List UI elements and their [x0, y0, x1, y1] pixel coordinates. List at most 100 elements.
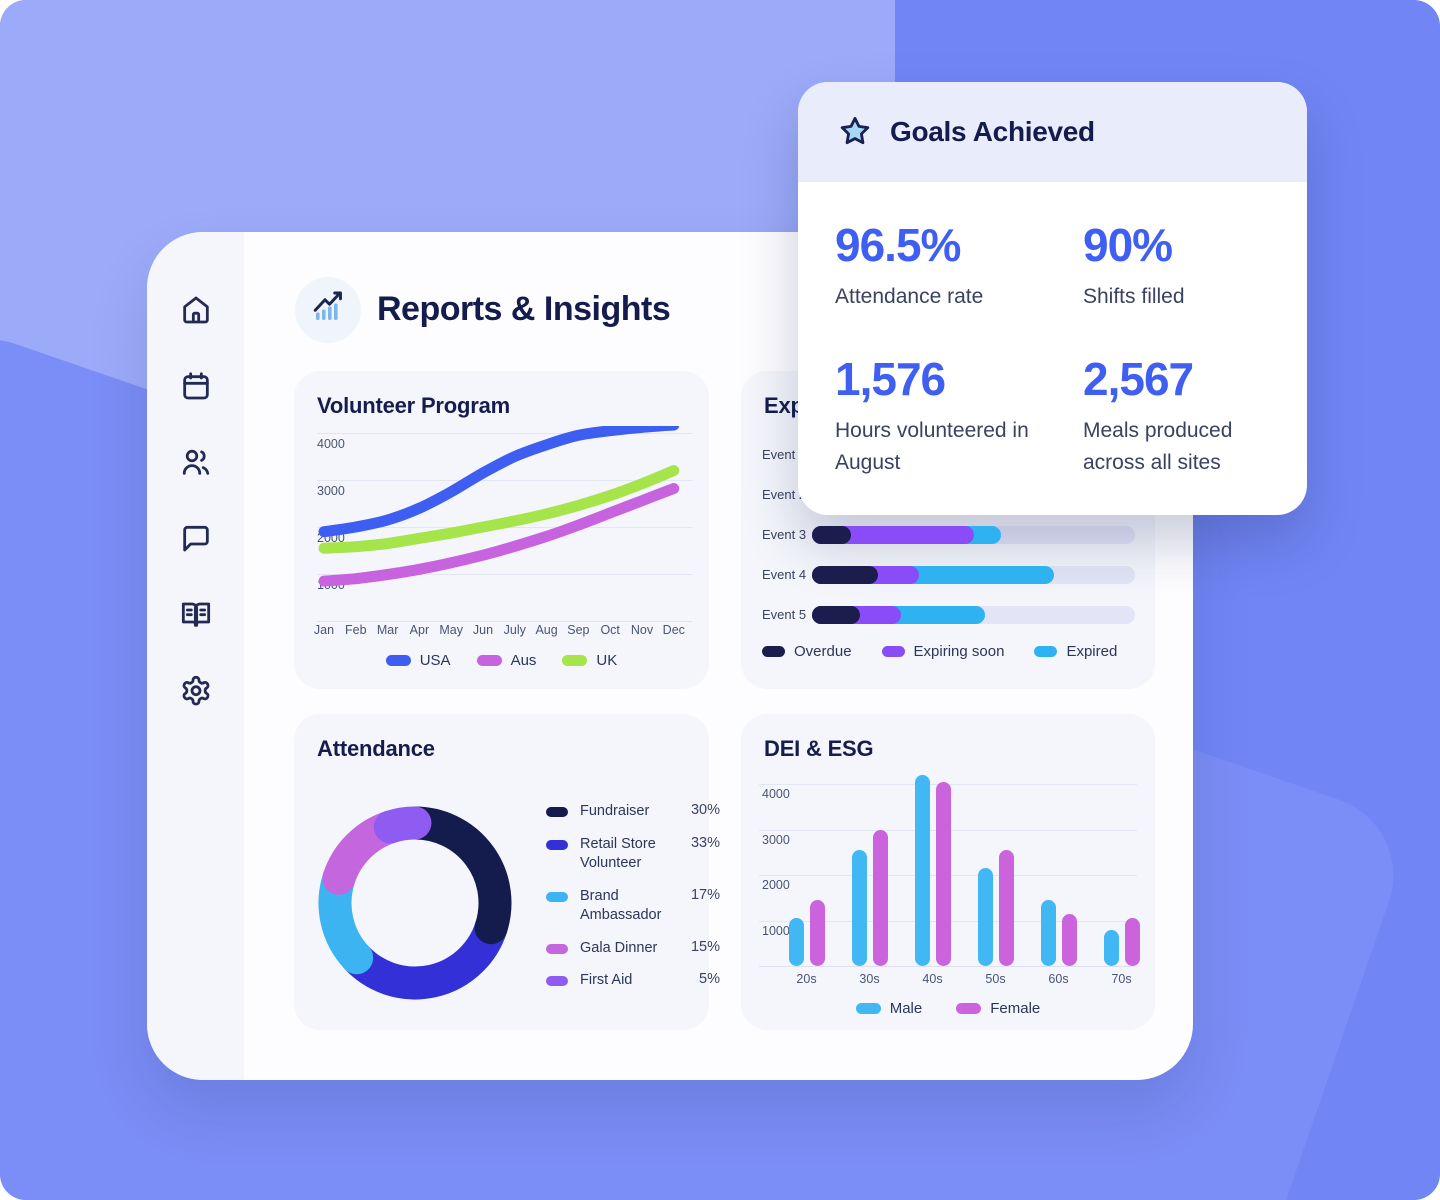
attendance-donut-chart: [318, 806, 512, 1000]
donut-slice-retail-store-volunteer: [340, 911, 508, 1000]
legend-label: Aus: [510, 652, 537, 669]
x-tick-label: 70s: [1111, 972, 1132, 986]
home-icon: [180, 296, 212, 330]
x-tick-label: 20s: [796, 972, 817, 986]
sidebar-item-messages[interactable]: [180, 522, 212, 554]
attendance-title: Attendance: [317, 736, 435, 761]
legend-label: Male: [889, 1000, 923, 1017]
expirations-legend: Overdue Expiring soon Expired: [762, 643, 1117, 660]
bar-male-60s: [1040, 900, 1056, 966]
legend-label: USA: [419, 652, 451, 669]
volunteer-program-card: Volunteer Program 4000 3000 2000 1000 Jan Fe…: [294, 371, 709, 689]
bar-female-30s: [872, 829, 888, 966]
sidebar-item-calendar[interactable]: [180, 370, 212, 402]
legend-item: Expired: [1034, 643, 1117, 660]
dei-esg-card: DEI & ESG 4000 3000 2000 1000 20s 30s 40s 50s 60…: [741, 714, 1155, 1030]
stat-meals-produced: 2,567 Meals produced across all sites: [1083, 352, 1308, 478]
legend-swatch: [546, 891, 568, 902]
event-label: Event 4: [762, 567, 807, 582]
stat-label: Shifts filled: [1083, 285, 1185, 308]
sidebar-item-library[interactable]: [180, 598, 212, 630]
book-icon: [180, 602, 212, 634]
legend-label: Overdue: [794, 643, 852, 660]
legend-percent: 17%: [690, 886, 720, 903]
bar-female-70s: [1124, 918, 1140, 966]
legend-swatch: [562, 655, 588, 666]
legend-item: Aus: [476, 652, 537, 669]
x-tick-label: Aug: [535, 623, 558, 637]
y-tick-label: 3000: [317, 484, 345, 498]
bar-track: [812, 526, 1135, 544]
legend-label: Female: [990, 1000, 1041, 1017]
legend-percent: 15%: [690, 938, 720, 955]
legend-label: UK: [596, 652, 618, 669]
gridline: [317, 480, 692, 481]
gridline: [317, 574, 692, 575]
legend-swatch: [546, 807, 568, 817]
stat-label: Meals produced across all sites: [1083, 419, 1233, 474]
legend-item: Male: [855, 1000, 923, 1017]
bar-female-50s: [998, 849, 1014, 966]
x-axis-line: [317, 621, 692, 622]
legend-swatch: [546, 943, 568, 954]
expirations-title: Exp: [764, 393, 804, 418]
volunteer-program-legend: USA Aus UK: [294, 652, 709, 669]
bar-segment-overdue: [812, 606, 861, 624]
sidebar-item-volunteers[interactable]: [180, 446, 212, 478]
legend-swatch: [881, 646, 905, 657]
x-tick-label: Jun: [472, 623, 494, 637]
line-series-Aus: [318, 483, 680, 587]
event-label: Event 2: [762, 487, 807, 502]
stat-attendance-rate: 96.5% Attendance rate: [835, 218, 1060, 313]
settings-icon: [180, 675, 212, 710]
y-tick-label: 2000: [762, 878, 790, 892]
attendance-legend-item: Brand Ambassador 17%: [546, 887, 720, 926]
legend-swatch: [546, 839, 568, 850]
bar-track: [812, 606, 1135, 624]
page-title: Reports & Insights: [377, 290, 671, 328]
legend-label: Brand Ambassador: [580, 887, 662, 924]
stat-value: 2,567: [1083, 353, 1194, 405]
goals-achieved-title: Goals Achieved: [890, 116, 1095, 147]
x-tick-label: Sep: [567, 623, 590, 637]
x-axis-line: [759, 966, 1137, 967]
x-tick-label: Feb: [345, 623, 367, 637]
legend-swatch: [1034, 646, 1058, 657]
sidebar-item-home[interactable]: [180, 294, 212, 326]
attendance-legend-item: Retail Store Volunteer 33%: [546, 835, 720, 874]
legend-item: UK: [562, 652, 617, 669]
legend-label: Expired: [1066, 643, 1118, 660]
star-icon: [837, 114, 873, 155]
x-tick-label: 30s: [859, 972, 880, 986]
x-tick-label: Mar: [376, 623, 399, 637]
goals-achieved-card: Goals Achieved 96.5% Attendance rate 90%…: [798, 82, 1307, 515]
legend-swatch: [956, 1003, 982, 1014]
line-series-USA: [318, 426, 680, 538]
y-tick-label: 4000: [317, 437, 345, 451]
bar-female-40s: [935, 781, 951, 966]
bar-track: [812, 566, 1135, 584]
bar-male-20s: [788, 918, 804, 966]
stat-shifts-filled: 90% Shifts filled: [1083, 218, 1308, 313]
legend-percent: 5%: [699, 971, 720, 988]
x-tick-label: Oct: [600, 623, 620, 637]
sidebar-item-settings[interactable]: [180, 674, 212, 706]
attendance-legend-item: Fundraiser 30%: [546, 802, 720, 822]
attendance-legend: Fundraiser 30% Retail Store Volunteer 33% Br…: [546, 802, 720, 991]
x-tick-label: Nov: [630, 623, 654, 637]
legend-item: Female: [956, 1000, 1040, 1017]
event-label: Event 3: [762, 527, 807, 542]
legend-item: USA: [385, 652, 451, 669]
bar-segment-expiring-soon: [812, 526, 974, 544]
bar-male-50s: [977, 868, 993, 966]
legend-percent: 30%: [690, 802, 720, 818]
dei-esg-title: DEI & ESG: [764, 736, 874, 761]
bar-segment-overdue: [812, 526, 851, 544]
event-label: Event 5: [762, 607, 807, 622]
y-tick-label: 3000: [762, 832, 790, 847]
y-tick-label: 1000: [762, 923, 790, 938]
stat-label: Hours volunteered in August: [835, 419, 1029, 474]
x-tick-label: 40s: [922, 972, 943, 986]
legend-item: Overdue: [762, 643, 852, 660]
legend-swatch: [476, 655, 502, 666]
